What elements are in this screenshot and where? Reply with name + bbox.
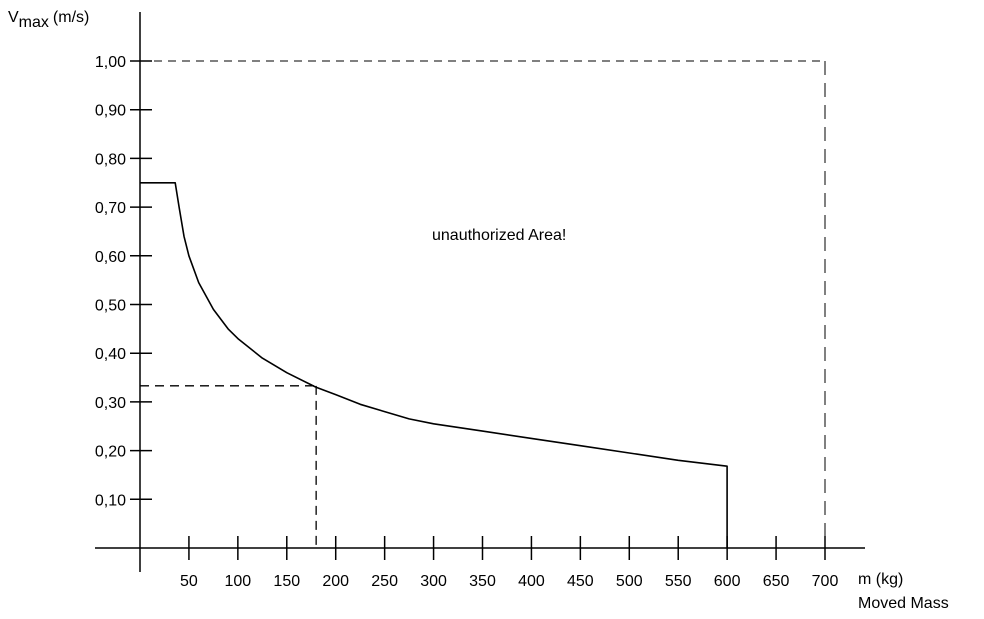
x-tick-label: 450	[567, 573, 594, 590]
x-tick-label: 50	[180, 573, 198, 590]
y-tick-label: 0,90	[95, 103, 126, 120]
x-tick-label: 350	[469, 573, 496, 590]
x-axis-title: m (kg)	[858, 571, 903, 588]
y-axis-title-sub: max	[19, 14, 49, 31]
x-tick-label: 700	[812, 573, 839, 590]
x-tick-label: 100	[225, 573, 252, 590]
y-tick-label: 0,70	[95, 200, 126, 217]
y-tick-label: 0,60	[95, 249, 126, 266]
x-tick-label: 650	[763, 573, 790, 590]
y-tick-label: 0,10	[95, 492, 126, 509]
x-tick-label: 550	[665, 573, 692, 590]
limit-box	[140, 60, 826, 548]
y-tick-label: 1,00	[95, 54, 126, 71]
y-axis-title-unit: (m/s)	[53, 9, 89, 26]
y-tick-label: 0,50	[95, 298, 126, 315]
y-tick-label: 0,80	[95, 151, 126, 168]
x-tick-label: 500	[616, 573, 643, 590]
x-axis-subtitle: Moved Mass	[858, 595, 949, 612]
x-tick-label: 400	[518, 573, 545, 590]
series	[140, 182, 728, 548]
y-ticks: 0,10 0,20 0,30 0,40 0,50 0,60 0,70 0,80 0,90 1,00	[95, 54, 152, 509]
unauthorized-area-annotation: unauthorized Area!	[432, 227, 566, 244]
x-tick-label: 200	[322, 573, 349, 590]
y-tick-label: 0,30	[95, 395, 126, 412]
x-tick-label: 600	[714, 573, 741, 590]
y-axis-title-main: V	[8, 9, 19, 26]
y-tick-label: 0,20	[95, 444, 126, 461]
x-ticks: 50 100 150 200 250 300 350 400 450 500 550 600 650 70…	[180, 536, 838, 590]
y-tick-label: 0,40	[95, 346, 126, 363]
y-axis-title: Vmax (m/s)	[8, 9, 89, 31]
example-lines	[140, 385, 317, 548]
x-tick-label: 150	[273, 573, 300, 590]
x-tick-label: 300	[420, 573, 447, 590]
axes	[95, 12, 865, 572]
x-tick-label: 250	[371, 573, 398, 590]
vmax-curve	[140, 182, 728, 548]
